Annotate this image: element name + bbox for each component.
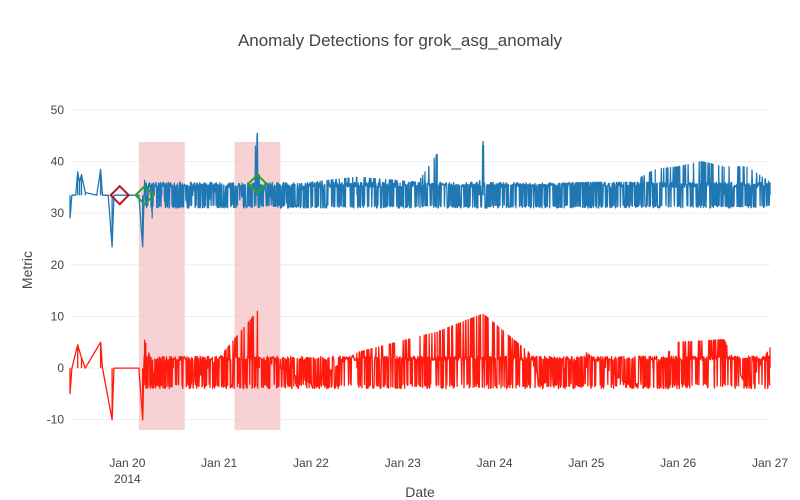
y-tick-label: 40	[51, 155, 65, 169]
x-tick-label: Jan 20	[109, 456, 145, 470]
anomaly-marker-red	[109, 184, 131, 206]
chart-title: Anomaly Detections for grok_asg_anomaly	[238, 31, 563, 50]
series-line-difference	[69, 310, 771, 421]
x-tick-label: Jan 21	[201, 456, 237, 470]
anomaly-marker-green	[134, 184, 156, 206]
anomaly-markers	[109, 173, 268, 206]
y-tick-label: 0	[57, 361, 64, 375]
y-tick-label: 30	[51, 206, 65, 220]
y-tick-label: 10	[51, 309, 65, 323]
x-axis-ticks: Jan 20 2014 Jan 21 Jan 22 Jan 23 Jan 24 Jan 25…	[109, 456, 788, 486]
x-tick-label: Jan 26	[660, 456, 696, 470]
x-tick-label: Jan 25	[568, 456, 604, 470]
series-lines	[69, 132, 771, 421]
x-tick-label: Jan 23	[385, 456, 421, 470]
x-tick-label: Jan 24	[477, 456, 513, 470]
y-axis-ticks: -10 0 10 20 30 40 50	[47, 103, 65, 427]
x-tick-sublabel: 2014	[114, 472, 141, 486]
x-tick-label: Jan 27	[752, 456, 788, 470]
y-axis-label: Metric	[19, 251, 35, 289]
y-tick-label: -10	[47, 413, 65, 427]
x-tick-label: Jan 22	[293, 456, 329, 470]
x-axis-label: Date	[405, 484, 435, 500]
anomaly-marker-green	[247, 173, 268, 195]
y-tick-label: 50	[51, 103, 65, 117]
y-tick-label: 20	[51, 258, 65, 272]
